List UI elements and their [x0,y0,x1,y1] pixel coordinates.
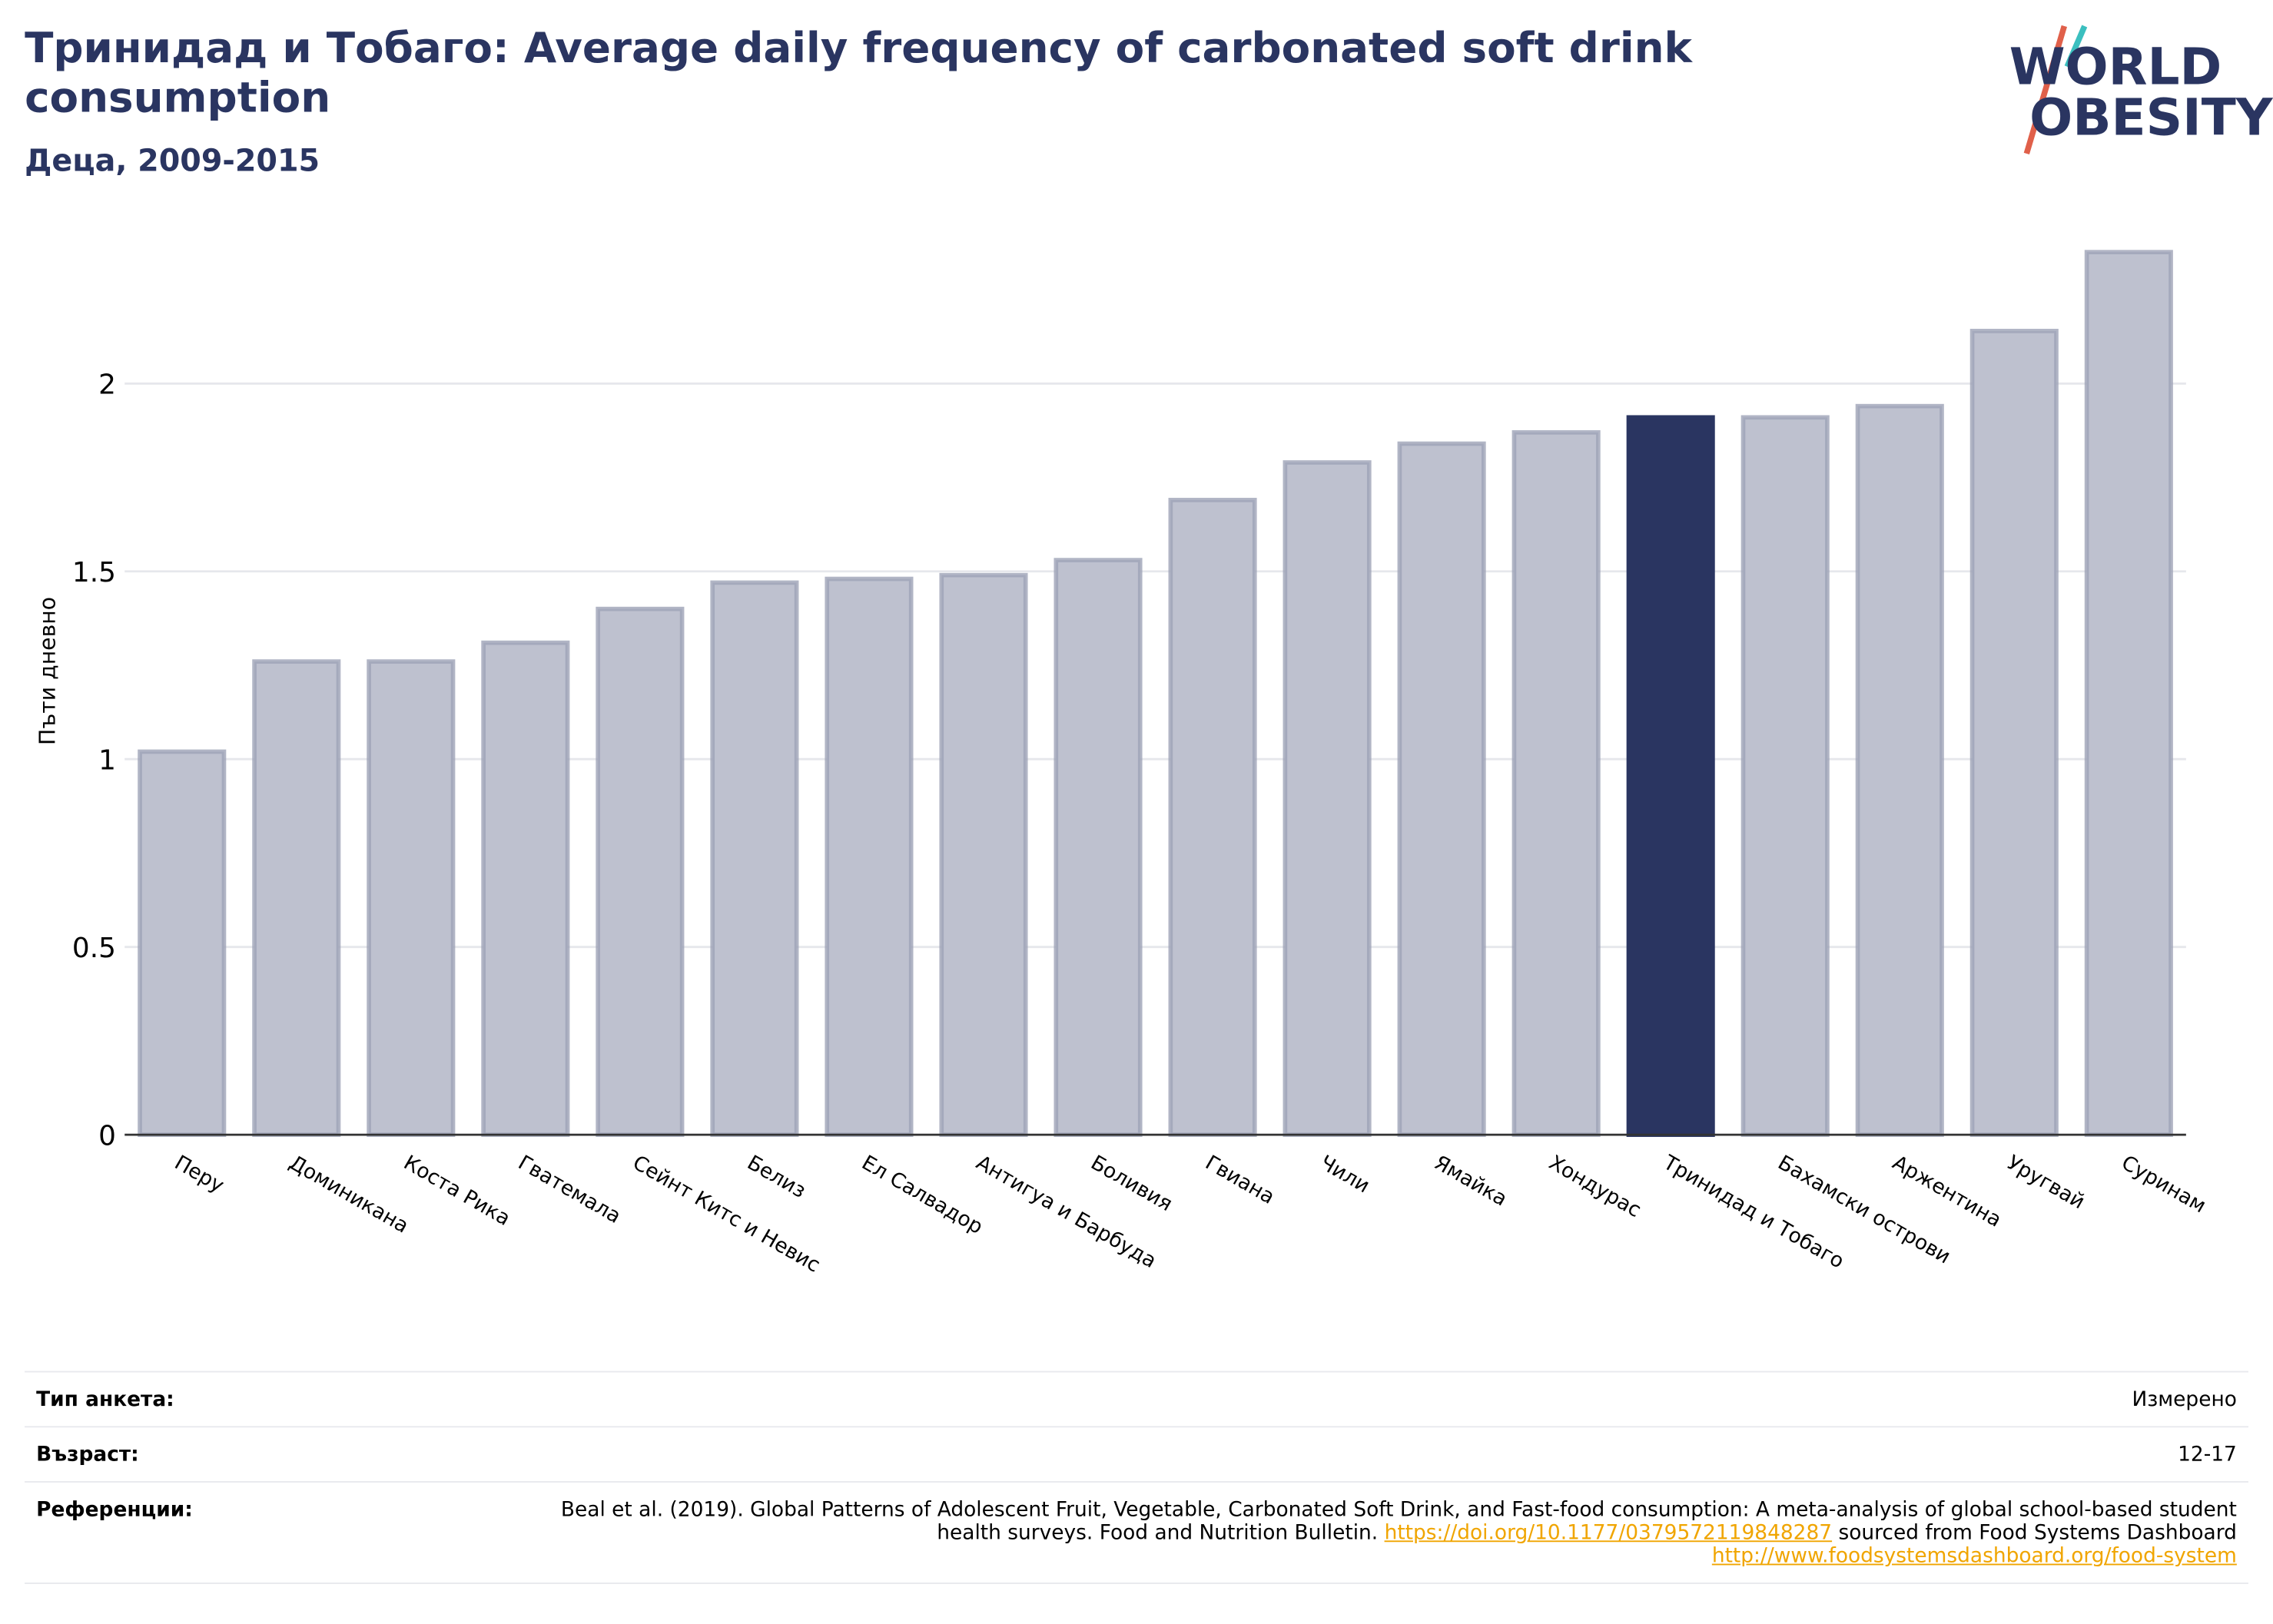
chart: WORLD OBESITY Пъти дневно 0 0.5 1 1.5 2 Перу Д… [35,25,2273,1278]
bar [1626,415,1715,1137]
x-tick-label: Хондурас [1545,1151,1645,1222]
bar [1397,441,1486,1137]
logo-slash [2064,25,2088,68]
bar [1511,430,1601,1137]
logo: OBESITY [2029,88,2273,147]
x-tick-label: Белиз [743,1151,810,1203]
info-label: Възраст: [36,1443,139,1467]
info-value: 12-17 [2178,1443,2237,1467]
x-tick-label: Перу [171,1151,228,1198]
bar [252,659,341,1137]
link[interactable]: http://www.foodsystemsdashboard.org/food… [1711,1545,2237,1569]
x-tick-label: Боливия [1087,1151,1176,1216]
info-value: Beal et al. (2019). Global Patterns of A… [526,1499,2237,1569]
text: sourced from Food Systems Dashboard [1832,1521,2237,1546]
bar [1283,460,1372,1137]
x-tick-label: Тринидад и Тобаго [1659,1150,1849,1273]
bar [1855,403,1944,1137]
bar [825,576,914,1137]
bar [710,580,799,1137]
y-tick-label: 0 [98,1120,116,1152]
y-tick-label: 0.5 [72,933,116,964]
x-tick-label: Сейнт Китс и Невис [629,1151,825,1278]
bar [596,606,685,1137]
info-row: Тип анкета: Измерено [25,1370,2248,1427]
bar [1740,415,1830,1137]
x-tick-label: Антигуа и Барбуда [972,1151,1160,1273]
info-label: Тип анкета: [36,1388,174,1412]
x-tick-label: Гвиана [1201,1151,1279,1209]
x-tick-label: Ел Салвадор [858,1151,987,1239]
link[interactable]: https://doi.org/10.1177/0379572119848287 [1384,1521,1833,1546]
bar [367,659,456,1137]
logo: WORLD [2009,37,2222,96]
info-row: Възраст: 12-17 [25,1426,2248,1481]
info-label: Референции: [36,1498,193,1522]
x-tick-label: Чили [1316,1151,1374,1198]
chart-title: Тринидад и Тобаго: Average daily frequen… [25,23,1692,122]
text: Beal et al. (2019). Global Patterns of A… [560,1498,2237,1546]
x-tick-label: Уругвай [2003,1151,2089,1214]
info-row: Референции: Beal et al. (2019). Global Pa… [25,1481,2248,1584]
y-tick-label: 1 [98,744,116,776]
y-axis-label: Пъти дневно [35,597,61,745]
bar [939,572,1028,1137]
x-tick-label: Доминикана [285,1151,413,1238]
bar [1054,558,1143,1137]
x-tick-label: Гватемала [514,1151,625,1228]
y-tick-label: 2 [98,369,116,400]
bar [138,749,227,1137]
y-tick-label: 1.5 [72,557,116,588]
bar [1969,329,2059,1137]
bar [1168,498,1257,1137]
logo-slash [2023,25,2067,155]
info-value: Измерено [2132,1388,2237,1412]
chart-subtitle: Деца, 2009-2015 [25,143,320,179]
bar [481,640,570,1137]
x-tick-label: Суринам [2118,1151,2211,1218]
info-table: Тип анкета: Измерено Възраст: 12-17 Референц… [25,1370,2248,1584]
bar [2084,250,2173,1137]
x-tick-label: Коста Рика [400,1151,514,1231]
x-tick-label: Ямайка [1430,1151,1511,1211]
